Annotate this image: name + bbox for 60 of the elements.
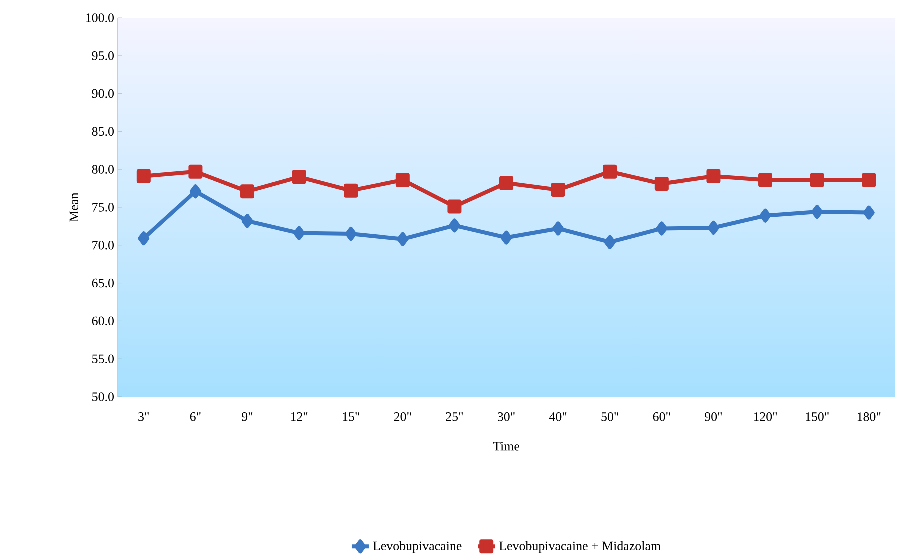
y-tick-label: 80.0	[92, 165, 114, 174]
point	[448, 200, 462, 214]
y-tick-label: 100.0	[86, 14, 114, 22]
x-tick-label: 50"	[602, 412, 618, 422]
y-tick-label: 55.0	[92, 354, 114, 364]
point	[551, 183, 566, 198]
point	[812, 205, 824, 220]
x-tick-label: 150"	[806, 412, 829, 422]
x-tick-label: 120"	[754, 412, 778, 422]
y-tick-label: 75.0	[92, 203, 114, 212]
y-tick-label: 90.0	[92, 89, 114, 98]
point	[448, 218, 460, 233]
point	[552, 222, 564, 236]
point	[292, 170, 306, 184]
y-axis-title: Mean	[70, 193, 78, 222]
x-tick-label: 60"	[653, 412, 670, 422]
point	[862, 173, 876, 188]
point	[344, 184, 358, 198]
x-tick-label: 180"	[858, 412, 881, 422]
point	[500, 176, 514, 190]
point	[190, 184, 202, 199]
x-tick-label: 40"	[549, 412, 567, 422]
point	[654, 177, 669, 192]
x-axis-title: Time	[493, 442, 520, 451]
x-tick-label: 12"	[291, 412, 308, 422]
y-tick-label: 60.0	[92, 316, 114, 326]
point	[708, 221, 720, 236]
x-tick-label: 3"	[138, 412, 149, 422]
point	[397, 232, 409, 246]
point	[136, 169, 151, 184]
x-tick-label: 15"	[343, 412, 360, 422]
y-tick-label: 65.0	[92, 278, 114, 288]
point	[603, 164, 618, 179]
x-tick-label: 20"	[394, 412, 412, 422]
x-tick-label: 90"	[705, 412, 722, 422]
point	[345, 227, 357, 242]
y-tick-label: 50.0	[92, 392, 114, 402]
y-tick-label: 70.0	[92, 241, 114, 250]
x-tick-label: 25"	[446, 412, 464, 422]
point	[604, 235, 616, 250]
point	[810, 173, 824, 188]
point	[760, 208, 772, 223]
point	[706, 169, 721, 184]
point	[500, 230, 512, 245]
x-tick-label: 6"	[190, 412, 201, 422]
point	[758, 173, 773, 188]
point	[656, 222, 668, 236]
point	[242, 214, 254, 228]
legend-label: Levobupivacaine + Midazolam	[499, 541, 661, 554]
point	[396, 173, 410, 188]
x-tick-label: 30"	[498, 412, 515, 422]
point	[863, 206, 875, 220]
point	[240, 184, 255, 199]
point	[188, 164, 203, 179]
y-tick-label: 95.0	[92, 52, 114, 60]
point	[138, 232, 150, 246]
y-tick-label: 85.0	[92, 127, 114, 136]
x-tick-label: 9"	[242, 412, 253, 422]
legend-label: Levobupivacaine	[373, 541, 462, 554]
point	[294, 226, 306, 240]
